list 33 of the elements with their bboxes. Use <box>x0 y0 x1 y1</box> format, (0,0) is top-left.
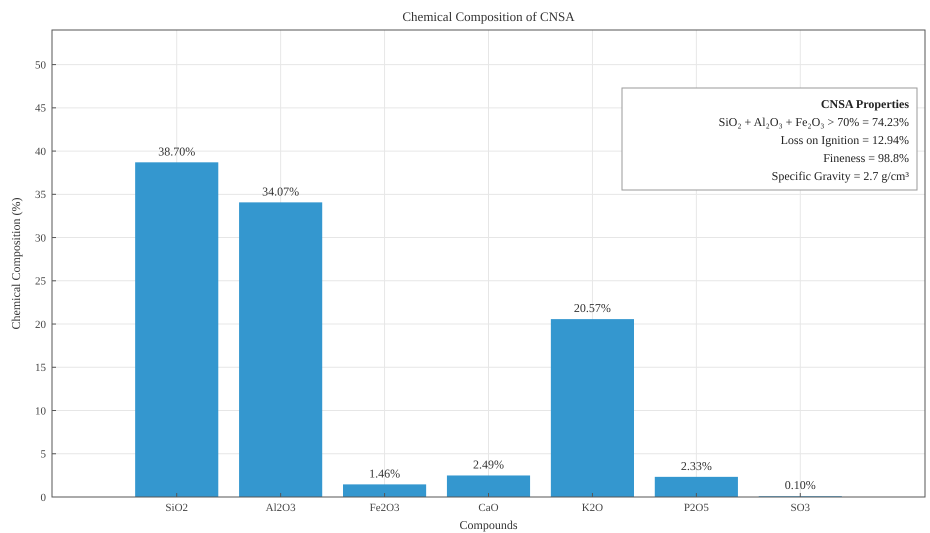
y-tick-label: 50 <box>35 59 46 72</box>
x-tick-label: Al2O3 <box>266 502 296 514</box>
data-label: 20.57% <box>574 301 611 316</box>
annotation: Specific Gravity = 2.7 g/cm³ <box>772 169 910 183</box>
x-tick-label: SiO2 <box>165 502 188 514</box>
y-tick-label: 15 <box>35 362 46 374</box>
x-tick-label: CaO <box>478 502 499 514</box>
y-tick-label: 25 <box>35 276 46 288</box>
y-tick-label: 35 <box>35 189 46 202</box>
data-label: 38.70% <box>158 144 196 158</box>
y-tick-label: 10 <box>35 405 46 418</box>
annotation: CNSA Properties <box>820 97 910 111</box>
x-tick-label: SO3 <box>790 502 811 514</box>
data-label: 1.46% <box>369 466 400 480</box>
y-tick-label: 20 <box>35 318 46 331</box>
data-label: 2.33% <box>680 458 712 473</box>
x-tick-label: Fe2O3 <box>370 502 400 514</box>
annotation: SiO₂ + Al₂O₃ + Fe₂O₃ > 70% = 74.23% <box>718 115 909 129</box>
data-label: 2.49% <box>473 457 504 472</box>
chart-title: Chemical Composition of CNSA <box>402 9 576 24</box>
x-tick-label: K2O <box>582 502 604 514</box>
annotation: Loss on Ignition = 12.94% <box>780 133 909 147</box>
x-tick-label: P2O5 <box>684 502 710 514</box>
x-axis-title: Compounds <box>459 518 518 532</box>
y-tick-label: 5 <box>40 448 46 461</box>
y-tick-label: 40 <box>35 146 46 158</box>
y-axis-title: Chemical Composition (%) <box>9 198 23 330</box>
annotation: Fineness = 98.8% <box>823 151 909 165</box>
y-tick-label: 0 <box>40 492 46 504</box>
y-tick-label: 30 <box>35 232 46 244</box>
y-tick-label: 45 <box>35 102 46 115</box>
data-label: 0.10% <box>784 478 816 492</box>
data-label: 34.07% <box>262 184 300 198</box>
